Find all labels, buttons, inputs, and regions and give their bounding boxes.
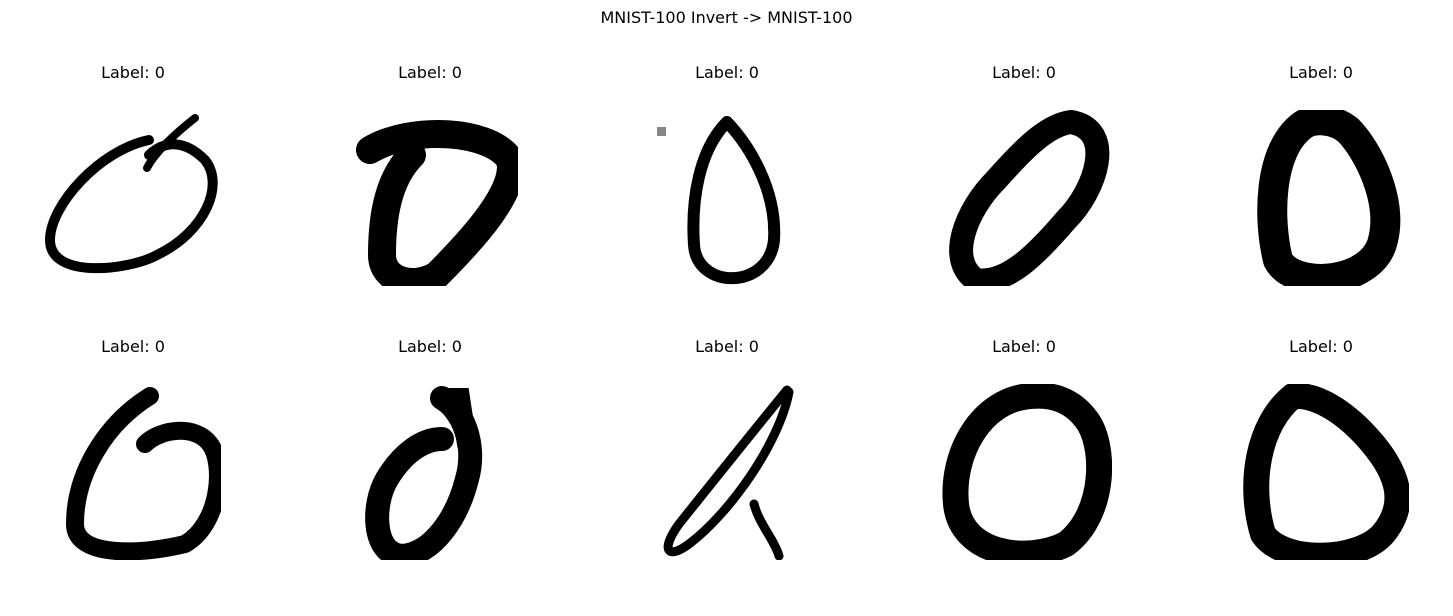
figure-title: MNIST-100 Invert -> MNIST-100: [600, 8, 853, 27]
panel-label: Label: 0: [398, 337, 462, 356]
digit-image: [45, 110, 221, 286]
digit-image: [1233, 110, 1409, 286]
digit-image: [45, 384, 221, 560]
panel-label: Label: 0: [101, 63, 165, 82]
panel-label: Label: 0: [992, 337, 1056, 356]
digit-image: [342, 110, 518, 286]
panel-label: Label: 0: [992, 63, 1056, 82]
digit-image: [936, 384, 1112, 560]
digit-image: [1233, 384, 1409, 560]
digit-image: [639, 110, 815, 286]
panel-label: Label: 0: [1289, 337, 1353, 356]
panel-label: Label: 0: [695, 63, 759, 82]
panel-label: Label: 0: [101, 337, 165, 356]
digit-image: [936, 110, 1112, 286]
digit-image: [342, 384, 518, 560]
panel-label: Label: 0: [398, 63, 462, 82]
panel-label: Label: 0: [1289, 63, 1353, 82]
digit-image: [639, 384, 815, 560]
panel-label: Label: 0: [695, 337, 759, 356]
